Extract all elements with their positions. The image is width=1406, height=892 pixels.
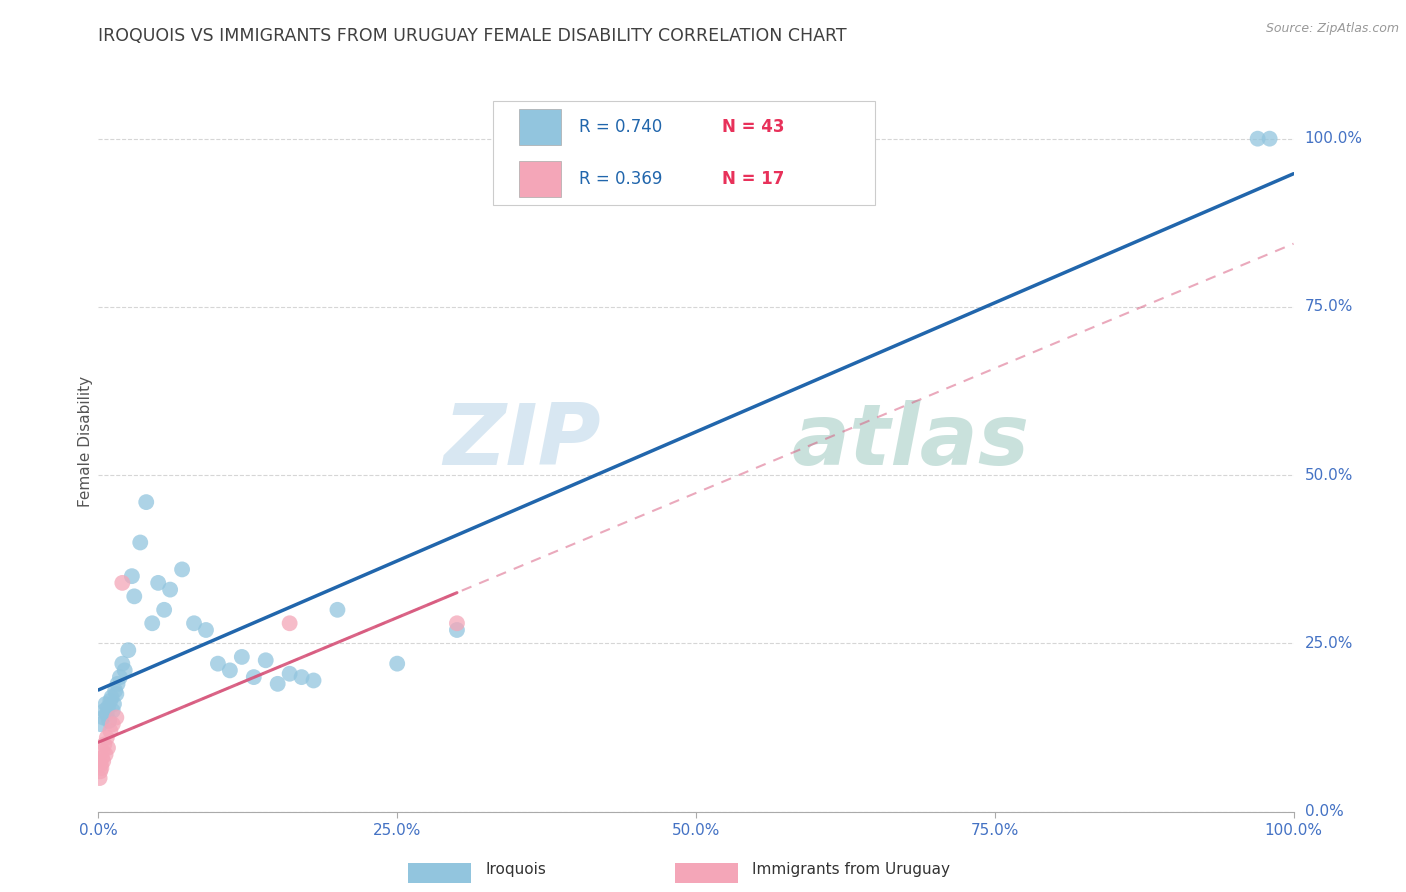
Point <box>278 666 301 681</box>
Point <box>94 697 117 711</box>
Text: ZIP: ZIP <box>443 400 600 483</box>
Point <box>302 673 325 688</box>
Point <box>93 704 115 718</box>
Point <box>207 657 229 671</box>
Bar <box>519 109 561 145</box>
Point <box>114 664 136 678</box>
Point <box>121 569 143 583</box>
Point <box>101 717 124 731</box>
Point <box>90 717 112 731</box>
Text: IROQUOIS VS IMMIGRANTS FROM URUGUAY FEMALE DISABILITY CORRELATION CHART: IROQUOIS VS IMMIGRANTS FROM URUGUAY FEMA… <box>98 27 846 45</box>
Point <box>104 683 127 698</box>
Point <box>98 694 122 708</box>
Text: Immigrants from Uruguay: Immigrants from Uruguay <box>752 863 950 877</box>
Point <box>97 740 120 755</box>
Text: N = 43: N = 43 <box>723 118 785 136</box>
Point <box>105 687 128 701</box>
Point <box>446 623 468 637</box>
Point <box>94 747 117 762</box>
Text: N = 17: N = 17 <box>723 169 785 187</box>
Point <box>105 710 128 724</box>
Point <box>290 670 312 684</box>
Point <box>1258 131 1281 145</box>
Text: 75.0%: 75.0% <box>1305 300 1353 314</box>
Y-axis label: Female Disability: Female Disability <box>77 376 93 508</box>
Point <box>93 738 115 752</box>
Point <box>90 761 112 775</box>
Point <box>97 700 120 714</box>
Text: 0.0%: 0.0% <box>1305 805 1343 819</box>
Text: 100.0%: 100.0% <box>1305 131 1362 146</box>
Point <box>254 653 277 667</box>
Text: atlas: atlas <box>792 400 1029 483</box>
Point <box>148 575 170 590</box>
Point <box>231 649 253 664</box>
Point <box>96 707 118 722</box>
Point <box>91 754 114 768</box>
Text: 25.0%: 25.0% <box>1305 636 1353 651</box>
Point <box>98 714 121 728</box>
Point <box>446 616 468 631</box>
Point <box>124 590 146 604</box>
Point <box>89 764 111 779</box>
Point <box>91 744 114 758</box>
Text: R = 0.740: R = 0.740 <box>579 118 662 136</box>
Point <box>108 670 131 684</box>
Point <box>153 603 176 617</box>
Point <box>101 704 124 718</box>
Point <box>103 697 125 711</box>
Point <box>219 664 242 678</box>
Point <box>159 582 181 597</box>
Point <box>98 723 122 738</box>
Text: 50.0%: 50.0% <box>1305 467 1353 483</box>
Text: Source: ZipAtlas.com: Source: ZipAtlas.com <box>1265 22 1399 36</box>
Point <box>129 535 152 549</box>
Point <box>96 731 118 745</box>
Point <box>385 657 409 671</box>
Bar <box>519 161 561 197</box>
Point <box>326 603 349 617</box>
Point <box>111 657 134 671</box>
Point <box>194 623 217 637</box>
Point <box>172 562 194 576</box>
Bar <box>494 101 875 204</box>
Point <box>1246 131 1268 145</box>
Text: R = 0.369: R = 0.369 <box>579 169 662 187</box>
Point <box>90 757 112 772</box>
Point <box>89 771 111 785</box>
Text: Iroquois: Iroquois <box>485 863 546 877</box>
Point <box>242 670 264 684</box>
Point <box>141 616 163 631</box>
Point <box>183 616 205 631</box>
Point <box>91 751 114 765</box>
Point <box>278 616 301 631</box>
Point <box>107 677 129 691</box>
Point <box>111 575 134 590</box>
Point <box>267 677 290 691</box>
Point <box>135 495 157 509</box>
Point <box>100 690 122 705</box>
Point <box>91 710 114 724</box>
Point <box>117 643 139 657</box>
